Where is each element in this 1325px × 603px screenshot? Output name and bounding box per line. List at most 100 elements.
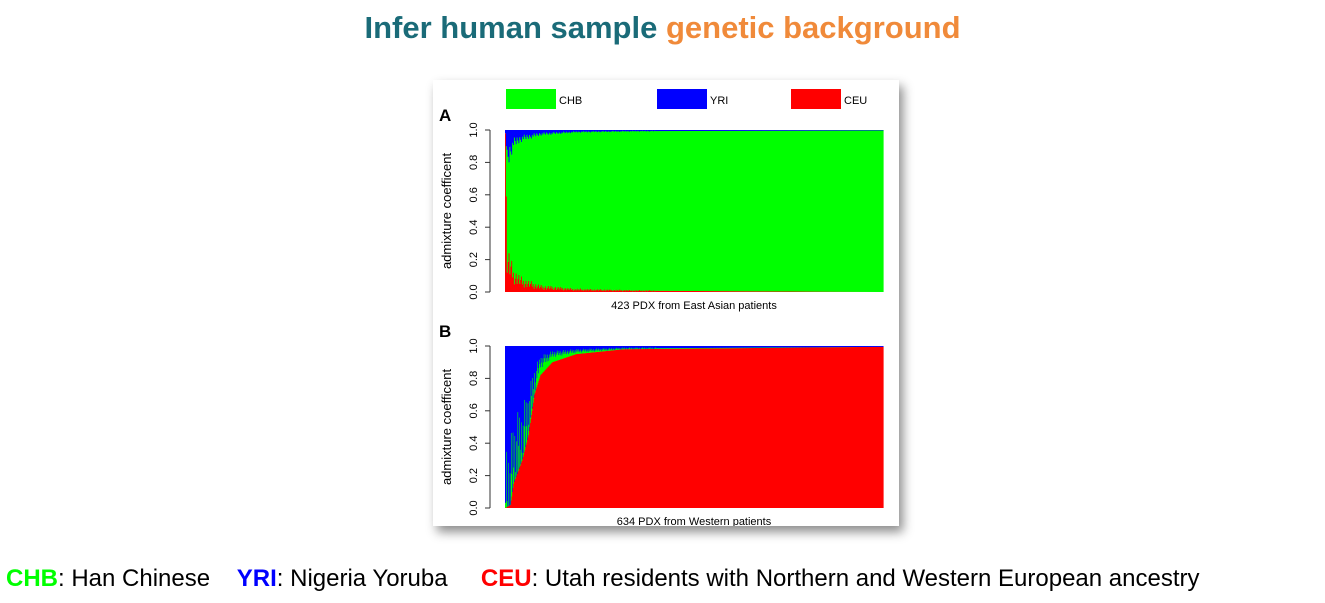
bar-yri	[820, 130, 822, 131]
bar-yri	[631, 130, 634, 131]
bar-yri	[821, 130, 823, 131]
bar-yri	[813, 130, 815, 131]
bar-ceu	[674, 290, 677, 292]
bar-ceu	[786, 291, 788, 292]
bar-yri	[577, 130, 579, 133]
bar-chb	[740, 130, 742, 292]
bar-chb	[832, 130, 835, 292]
bar-chb	[857, 130, 860, 292]
bar-yri	[689, 130, 692, 131]
bar-chb	[697, 130, 699, 292]
bar-yri	[519, 130, 521, 138]
bar-ceu	[736, 291, 738, 292]
bar-yri	[720, 130, 722, 131]
bar-ceu	[673, 290, 675, 292]
bar-yri	[763, 130, 765, 131]
y-tick-label: 0.2	[468, 252, 480, 267]
bar-ceu	[696, 291, 698, 292]
bar-chb	[802, 130, 805, 292]
bar-chb	[760, 130, 763, 292]
bar-yri	[558, 130, 561, 133]
bar-ceu	[739, 291, 741, 292]
bar-ceu	[647, 291, 649, 292]
legend-swatch-yri	[657, 89, 707, 109]
bar-yri	[692, 130, 695, 131]
bar-ceu	[568, 289, 570, 292]
bar-chb	[645, 131, 647, 291]
bar-yri	[559, 130, 562, 134]
bar-chb	[747, 130, 749, 292]
bar-yri	[639, 130, 642, 131]
bar-chb	[808, 130, 811, 292]
bar-ceu	[683, 290, 686, 292]
bar-chb	[832, 130, 834, 292]
bar-ceu	[684, 290, 687, 292]
bar-chb	[568, 131, 570, 290]
bar-ceu	[662, 290, 664, 292]
bar-yri	[666, 130, 669, 132]
bar-yri	[526, 130, 528, 135]
bar-chb	[647, 131, 650, 291]
bar-chb	[659, 131, 662, 291]
bar-ceu	[728, 291, 730, 292]
bar-yri	[592, 130, 595, 132]
bar-chb	[537, 134, 539, 287]
y-tick-label: 0.0	[468, 284, 480, 299]
bar-chb	[778, 130, 780, 292]
bar-ceu	[614, 290, 617, 292]
bar-chb	[738, 130, 740, 292]
bar-yri	[563, 130, 566, 133]
bar-chb	[733, 130, 736, 292]
bar-ceu	[779, 291, 781, 292]
bar-yri	[602, 130, 604, 131]
bar-yri	[658, 130, 661, 132]
bar-chb	[812, 130, 814, 292]
bar-chb	[881, 130, 883, 292]
bar-ceu	[708, 291, 711, 292]
bar-chb	[809, 130, 812, 292]
bar-chb	[662, 131, 664, 291]
bar-yri	[513, 130, 516, 138]
bar-yri	[648, 130, 651, 132]
bar-yri	[836, 130, 839, 131]
bar-yri	[665, 130, 668, 132]
footer-desc-ceu: : Utah residents with Northern and Weste…	[531, 565, 1200, 592]
bar-yri	[793, 130, 796, 131]
bar-yri	[607, 130, 610, 132]
bar-yri	[528, 130, 530, 139]
bar-chb	[559, 133, 562, 289]
bar-yri	[574, 130, 577, 133]
bar-chb	[636, 131, 638, 291]
bar-chb	[586, 131, 588, 290]
bar-yri	[815, 130, 818, 131]
bar-chb	[848, 130, 850, 292]
bar-chb	[539, 134, 542, 287]
bar-ceu	[741, 291, 744, 292]
bar-yri	[676, 130, 679, 132]
bar-chb	[506, 149, 509, 273]
bar-chb	[543, 132, 545, 290]
bar-chb	[608, 131, 611, 290]
bar-ceu	[723, 291, 725, 292]
bar-ceu	[529, 286, 531, 292]
bar-yri	[845, 130, 847, 131]
bar-chb	[852, 130, 855, 292]
bar-ceu	[539, 286, 542, 292]
bar-yri	[866, 130, 868, 131]
bar-chb	[811, 130, 814, 292]
bar-chb	[739, 130, 741, 292]
bar-yri	[874, 130, 876, 131]
bar-yri	[728, 130, 730, 131]
bar-yri	[593, 130, 595, 132]
bar-ceu	[701, 291, 704, 292]
legend-swatch-ceu	[791, 89, 841, 109]
bar-ceu	[596, 289, 598, 292]
bar-yri	[715, 130, 718, 131]
bar-chb	[866, 130, 869, 292]
bar-yri	[696, 130, 698, 131]
bar-yri	[539, 130, 542, 135]
bar-chb	[507, 156, 510, 262]
bar-chb	[657, 131, 660, 291]
bar-chb	[606, 132, 609, 290]
bar-chb	[800, 130, 803, 292]
